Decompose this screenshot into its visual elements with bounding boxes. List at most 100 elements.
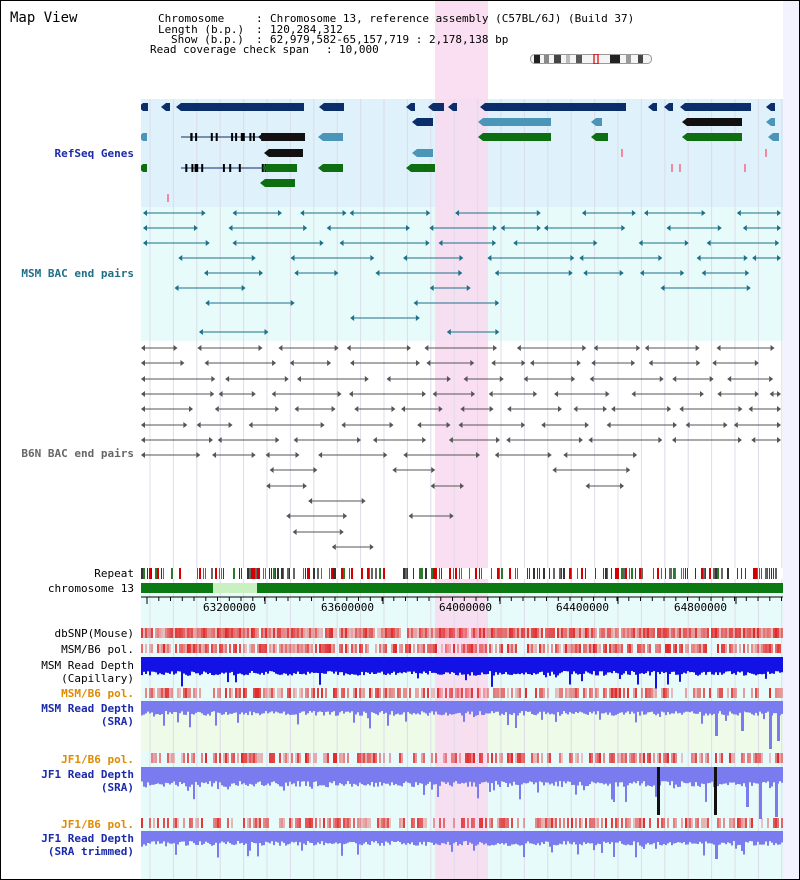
snp-cell <box>363 688 365 698</box>
snp-cell <box>595 753 597 763</box>
depth-bar <box>253 781 255 787</box>
snp-cell <box>691 644 693 653</box>
snp-cell <box>315 644 317 653</box>
repeat-element <box>537 568 538 579</box>
track-label-msm-bac[interactable]: MSM BAC end pairs <box>21 267 134 280</box>
snp-cell <box>781 628 783 638</box>
snp-cell <box>617 818 619 828</box>
bac-end-right <box>459 483 464 489</box>
depth-bar <box>531 841 533 844</box>
snp-cell <box>675 644 677 653</box>
depth-bar <box>329 841 331 844</box>
depth-bar <box>249 711 251 712</box>
snp-cell <box>187 688 189 698</box>
b6n-bac-pair <box>286 513 348 519</box>
track-label-jf1-b6-pol-2[interactable]: JF1/B6 pol. <box>61 818 134 831</box>
snp-cell <box>681 818 683 828</box>
repeat-element <box>211 568 213 579</box>
track-label-jf1-depth-trim[interactable]: JF1 Read Depth <box>41 832 134 845</box>
repeat-element <box>241 568 242 579</box>
repeat-element <box>581 568 583 579</box>
snp-cell <box>555 818 557 828</box>
page-title: Map View <box>10 10 78 26</box>
bac-end-right <box>391 406 396 412</box>
snp-cell <box>401 644 403 653</box>
b6n-bac-pair <box>331 544 374 550</box>
depth-bar <box>719 671 721 673</box>
depth-bar <box>277 711 279 713</box>
depth-bar <box>601 781 603 784</box>
snp-cell <box>587 628 589 638</box>
track-label-dbsnp[interactable]: dbSNP(Mouse) <box>54 627 134 640</box>
depth-bar <box>775 841 777 844</box>
jf1-b6-pol-strip-1 <box>151 753 783 763</box>
snp-cell <box>709 688 711 698</box>
depth-spike <box>741 831 744 851</box>
gene-body <box>417 118 433 126</box>
depth-bar <box>459 711 461 713</box>
track-label-msm-depth-sra[interactable]: MSM Read Depth <box>41 702 134 715</box>
genome-tracks-canvas[interactable] <box>141 1 783 880</box>
snp-cell <box>605 644 607 653</box>
depth-bar <box>577 671 579 675</box>
snp-cell <box>667 818 669 828</box>
snp-cell <box>159 628 161 638</box>
snp-cell <box>193 753 195 763</box>
b6n-bac-pair <box>448 437 500 443</box>
snp-cell <box>423 628 425 638</box>
snp-cell <box>539 688 541 698</box>
snp-cell <box>321 644 323 653</box>
depth-bar <box>439 841 441 846</box>
snp-cell <box>369 818 371 828</box>
snp-cell <box>629 644 631 653</box>
track-label-b6n-bac[interactable]: B6N BAC end pairs <box>21 447 134 460</box>
depth-bar <box>683 841 685 843</box>
snp-cell <box>779 644 781 653</box>
track-label-repeat: Repeat <box>94 567 134 580</box>
track-label-msm-b6-pol-2[interactable]: MSM/B6 pol. <box>61 687 134 700</box>
track-label-jf1-depth-sra[interactable]: JF1 Read Depth <box>41 768 134 781</box>
snp-cell <box>535 818 537 828</box>
snp-cell <box>365 628 367 638</box>
msm-bac-pair <box>413 300 500 306</box>
depth-bar <box>603 841 605 842</box>
refseq-gene <box>664 103 673 111</box>
snp-cell <box>271 644 273 653</box>
bac-end-right <box>302 483 307 489</box>
snp-cell <box>575 818 577 828</box>
bac-end-left <box>196 422 201 428</box>
snp-cell <box>333 688 335 698</box>
depth-bar <box>533 781 535 785</box>
depth-bar <box>201 711 203 714</box>
b6n-bac-pair <box>494 452 552 458</box>
track-label-msm-depth-cap[interactable]: MSM Read Depth <box>41 659 134 672</box>
gene-exon <box>210 133 213 141</box>
depth-bar <box>163 781 165 787</box>
snp-cell <box>413 818 415 828</box>
snp-cell <box>291 818 293 828</box>
track-label-jf1-b6-pol-1[interactable]: JF1/B6 pol. <box>61 753 134 766</box>
chromosome-ideogram[interactable] <box>530 54 652 64</box>
grid-lines <box>149 99 783 879</box>
track-label-refseq[interactable]: RefSeq Genes <box>54 147 134 160</box>
track-label-msm-b6-pol-1[interactable]: MSM/B6 pol. <box>61 643 134 656</box>
snp-cell <box>147 628 149 638</box>
depth-bar <box>457 841 459 846</box>
depth-bar <box>519 711 521 713</box>
gene-body <box>485 103 625 111</box>
depth-bar <box>459 671 461 673</box>
depth-bar <box>381 671 383 672</box>
snp-cell <box>261 628 263 638</box>
snp-cell <box>421 753 423 763</box>
coverage-key: Read coverage check span <box>150 43 309 56</box>
b6n-bac-pair <box>293 437 362 443</box>
snp-cell <box>579 628 581 638</box>
snp-cell <box>679 628 681 638</box>
depth-bar <box>693 671 695 673</box>
snp-cell <box>201 818 203 828</box>
snp-cell <box>287 628 289 638</box>
snp-cell <box>597 688 599 698</box>
refseq-gene <box>682 133 742 141</box>
depth-bar <box>615 841 617 843</box>
snp-cell <box>667 688 669 698</box>
